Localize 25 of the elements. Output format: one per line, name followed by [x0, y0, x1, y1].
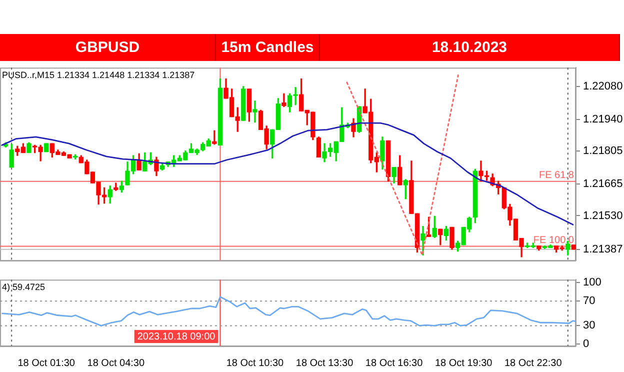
x-tick-label: 18 Oct 01:30: [18, 358, 76, 369]
chart-subtitle: 15m Candles: [216, 34, 320, 61]
y-tick-label: 1.21940: [583, 113, 623, 126]
ref-line-label: FE 100.0: [533, 235, 574, 246]
y-tick-label: 1.21530: [583, 210, 623, 222]
ref-line-label: 2023.10.18 09:00: [137, 331, 216, 342]
y-tick-label: 70: [583, 295, 596, 308]
x-tick-label: 18 Oct 19:30: [434, 358, 493, 369]
x-tick-label: 18 Oct 13:30: [296, 358, 354, 369]
x-tick-label: 18 Oct 10:30: [226, 358, 284, 369]
y-tick-label: 1.21805: [583, 145, 623, 158]
y-tick-label: 1.21665: [583, 178, 623, 190]
x-tick-label: 18 Oct 22:30: [504, 358, 562, 369]
annotation: 4) 59.4725: [2, 282, 46, 292]
x-tick-label: 18 Oct 16:30: [365, 358, 424, 369]
y-tick-label: 30: [583, 320, 596, 332]
text: 18.10.2023: [320, 34, 620, 61]
y-tick-label: 1.22080: [583, 80, 623, 92]
ref-line-label: FE 61.8: [538, 170, 574, 182]
y-tick-label: 0: [583, 338, 590, 350]
y-tick-label: 1.21387: [583, 243, 623, 256]
chart-title: GBPUSD: [0, 34, 216, 61]
y-tick-label: 100: [583, 276, 602, 289]
x-tick-label: 18 Oct 04:30: [87, 358, 145, 369]
annotation: PUSD..r,M15 1.21334 1.21448 1.21334 1.21387: [2, 70, 195, 80]
